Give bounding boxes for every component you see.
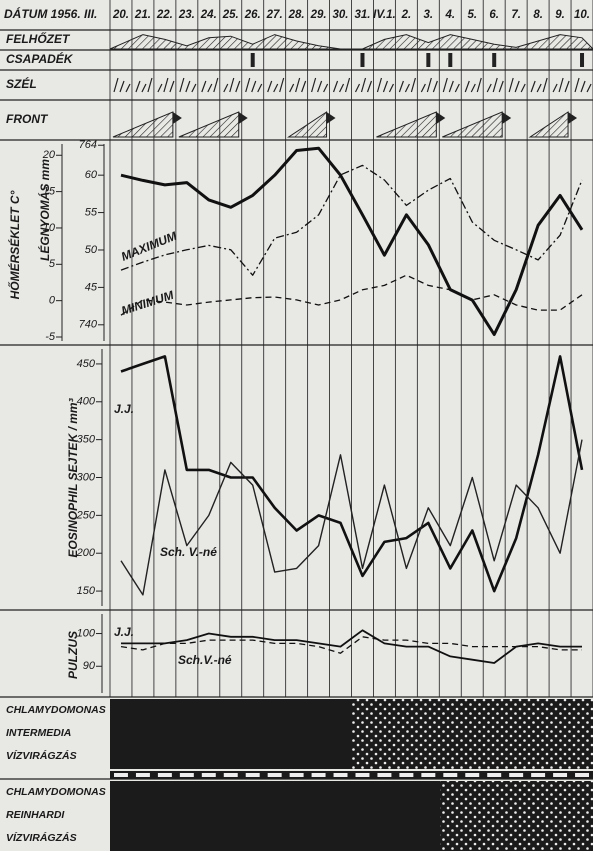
figure: DÁTUM 1956. III. 20. 21. 22. 23. 24. 25. 26. 27… — [0, 0, 593, 851]
strip-gap — [180, 773, 194, 777]
band-label: CHLAMYDOMONAS — [6, 704, 106, 716]
strip-gap — [312, 773, 326, 777]
strip-gap — [399, 773, 413, 777]
tick-label: 90 — [83, 660, 96, 672]
tick-label: 45 — [85, 281, 98, 293]
strip-gap — [202, 773, 216, 777]
date-label: 31. — [354, 9, 370, 21]
band-dots — [440, 781, 593, 851]
tick-label: 740 — [79, 319, 98, 331]
row-label: SZÉL — [6, 76, 37, 91]
tick-label: 55 — [85, 206, 98, 218]
date-label: 6. — [489, 9, 499, 21]
series-label: J.J. — [114, 625, 134, 639]
strip-gap — [268, 773, 282, 777]
strip-gap — [553, 773, 567, 777]
date-label: 10. — [574, 9, 590, 21]
strip-gap — [224, 773, 238, 777]
strip-gap — [443, 773, 457, 777]
strip-gap — [377, 773, 391, 777]
series-label: Sch.V.-né — [178, 653, 232, 667]
row-label: CSAPADÉK — [6, 51, 74, 66]
tick-label: -5 — [45, 331, 56, 343]
axis-label: EOSINOPHIL SEJTEK / mm³ — [66, 397, 80, 557]
date-label: 20. — [112, 9, 129, 21]
tick-label: 60 — [85, 169, 98, 181]
strip-gap — [575, 773, 589, 777]
strip-gap — [509, 773, 523, 777]
precipitation — [426, 53, 430, 67]
date-label: 23. — [178, 9, 195, 21]
band-label: REINHARDI — [6, 809, 65, 821]
date-label: 4. — [444, 9, 455, 21]
date-label: 9. — [555, 9, 565, 21]
date-label: 22. — [156, 9, 173, 21]
strip-gap — [114, 773, 128, 777]
axis-label: HŐMÉRSÉKLET C° — [7, 190, 22, 299]
date-label: 28. — [288, 9, 305, 21]
date-label: 3. — [424, 9, 434, 21]
series-label: Sch. V.-né — [160, 545, 217, 559]
precipitation — [580, 53, 584, 67]
tick-label: 0 — [49, 295, 56, 307]
strip-gap — [290, 773, 304, 777]
tick-label: 764 — [79, 139, 97, 151]
strip-gap — [421, 773, 435, 777]
precipitation — [448, 53, 452, 67]
row-label: FRONT — [6, 112, 49, 126]
axis-label: LÉGNYOMÁS mm — [37, 159, 52, 261]
date-label: 2. — [401, 9, 412, 21]
date-label: 8. — [533, 9, 543, 21]
band-label: VÍZVIRÁGZÁS — [6, 831, 77, 844]
series-label: J.J. — [114, 402, 134, 416]
date-label: 25. — [222, 9, 239, 21]
date-label: 7. — [511, 9, 521, 21]
page: {"header": {"label": "DÁTUM 1956. III."}… — [0, 0, 593, 851]
precipitation — [492, 53, 496, 67]
strip-gap — [531, 773, 545, 777]
row-label: FELHŐZET — [6, 31, 71, 46]
strip-gap — [158, 773, 172, 777]
date-label: 5. — [467, 9, 477, 21]
band-label: INTERMEDIA — [6, 727, 71, 739]
strip-gap — [246, 773, 260, 777]
band-label: VÍZVIRÁGZÁS — [6, 749, 77, 762]
strip-gap — [487, 773, 501, 777]
date-label: 24. — [200, 9, 217, 21]
strip-gap — [334, 773, 348, 777]
date-label: 26. — [244, 9, 261, 21]
date-label: 30. — [333, 9, 349, 21]
date-label: 29. — [310, 9, 327, 21]
tick-label: 150 — [77, 585, 96, 597]
strip-gap — [465, 773, 479, 777]
strip-gap — [356, 773, 370, 777]
date-label: IV.1. — [373, 9, 396, 21]
band-label: CHLAMYDOMONAS — [6, 786, 106, 798]
precipitation — [360, 53, 364, 67]
date-label: 21. — [134, 9, 151, 21]
date-label: 27. — [266, 9, 283, 21]
band-dots — [352, 699, 593, 769]
strip-gap — [136, 773, 150, 777]
header-label: DÁTUM 1956. III. — [4, 6, 97, 21]
axis-label: PULZUS — [66, 631, 80, 679]
tick-label: 50 — [85, 244, 98, 256]
tick-label: 450 — [77, 358, 96, 370]
precipitation — [251, 53, 255, 67]
